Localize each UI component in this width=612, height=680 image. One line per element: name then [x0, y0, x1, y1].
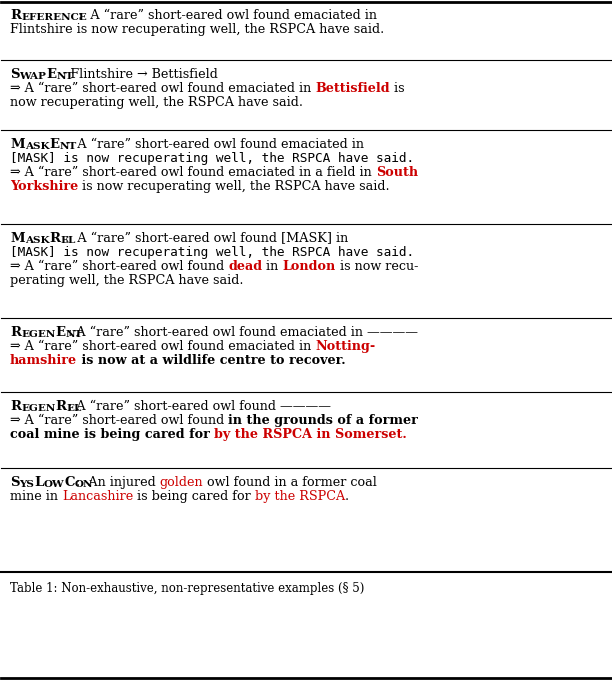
Text: NT: NT [65, 330, 83, 339]
Text: by the RSPCA: by the RSPCA [255, 490, 345, 503]
Text: Lancashire: Lancashire [62, 490, 133, 503]
Text: L: L [34, 476, 43, 489]
Text: S: S [10, 476, 20, 489]
Text: EL: EL [66, 404, 82, 413]
Text: Table 1: Non-exhaustive, non-representative examples (§ 5): Table 1: Non-exhaustive, non-representat… [10, 582, 364, 595]
Text: ⇒ A “rare” short-eared owl found emaciated in: ⇒ A “rare” short-eared owl found emaciat… [10, 82, 315, 95]
Text: :  A “rare” short-eared owl found [MASK] in: : A “rare” short-eared owl found [MASK] … [65, 232, 348, 245]
Text: golden: golden [160, 476, 203, 489]
Text: ⇒ A “rare” short-eared owl found: ⇒ A “rare” short-eared owl found [10, 260, 228, 273]
Text: ASK: ASK [24, 236, 49, 245]
Text: mine in: mine in [10, 490, 62, 503]
Text: [MASK] is now recuperating well, the RSPCA have said.: [MASK] is now recuperating well, the RSP… [10, 152, 414, 165]
Text: Notting-: Notting- [315, 340, 376, 353]
Text: is: is [390, 82, 405, 95]
Text: London: London [283, 260, 336, 273]
Text: : A “rare” short-eared owl found ————: : A “rare” short-eared owl found ———— [68, 400, 331, 413]
Text: EGEN: EGEN [21, 404, 55, 413]
Text: South: South [376, 166, 418, 179]
Text: coal mine is being cared for: coal mine is being cared for [10, 428, 214, 441]
Text: now recuperating well, the RSPCA have said.: now recuperating well, the RSPCA have sa… [10, 96, 303, 109]
Text: dead: dead [228, 260, 263, 273]
Text: ⇒ A “rare” short-eared owl found: ⇒ A “rare” short-eared owl found [10, 414, 228, 427]
Text: C: C [64, 476, 75, 489]
Text: is now recuperating well, the RSPCA have said.: is now recuperating well, the RSPCA have… [78, 180, 390, 193]
Text: ASK: ASK [24, 142, 49, 151]
Text: EFERENCE: EFERENCE [21, 13, 87, 22]
Text: owl found in a former coal: owl found in a former coal [203, 476, 377, 489]
Text: EL: EL [60, 236, 76, 245]
Text: in: in [263, 260, 283, 273]
Text: M: M [10, 232, 24, 245]
Text: EGEN: EGEN [21, 330, 55, 339]
Text: :  An injured: : An injured [76, 476, 160, 489]
Text: R: R [55, 400, 66, 413]
Text: .: . [345, 490, 349, 503]
Text: E: E [49, 138, 59, 151]
Text: ⇒ A “rare” short-eared owl found emaciated in: ⇒ A “rare” short-eared owl found emaciat… [10, 340, 315, 353]
Text: :  A “rare” short-eared owl found emaciated in: : A “rare” short-eared owl found emaciat… [78, 9, 377, 22]
Text: NT: NT [56, 72, 73, 81]
Text: is now at a wildlife centre to recover.: is now at a wildlife centre to recover. [77, 354, 346, 367]
Text: perating well, the RSPCA have said.: perating well, the RSPCA have said. [10, 274, 244, 287]
Text: OW: OW [43, 480, 64, 489]
Text: [MASK] is now recuperating well, the RSPCA have said.: [MASK] is now recuperating well, the RSP… [10, 246, 414, 259]
Text: M: M [10, 138, 24, 151]
Text: : A “rare” short-eared owl found emaciated in ————: : A “rare” short-eared owl found emaciat… [68, 326, 418, 339]
Text: : Flintshire → Bettisfield: : Flintshire → Bettisfield [62, 68, 218, 81]
Text: hamshire: hamshire [10, 354, 77, 367]
Text: R: R [49, 232, 60, 245]
Text: Yorkshire: Yorkshire [10, 180, 78, 193]
Text: is being cared for: is being cared for [133, 490, 255, 503]
Text: NT: NT [59, 142, 76, 151]
Text: ⇒ A “rare” short-eared owl found emaciated in a field in: ⇒ A “rare” short-eared owl found emaciat… [10, 166, 376, 179]
Text: Bettisfield: Bettisfield [315, 82, 390, 95]
Text: is now recu-: is now recu- [336, 260, 418, 273]
Text: in the grounds of a former: in the grounds of a former [228, 414, 418, 427]
Text: R: R [10, 9, 21, 22]
Text: WAP: WAP [20, 72, 47, 81]
Text: by the RSPCA in Somerset.: by the RSPCA in Somerset. [214, 428, 407, 441]
Text: R: R [10, 400, 21, 413]
Text: YS: YS [20, 480, 34, 489]
Text: E: E [55, 326, 65, 339]
Text: R: R [10, 326, 21, 339]
Text: E: E [47, 68, 56, 81]
Text: Flintshire is now recuperating well, the RSPCA have said.: Flintshire is now recuperating well, the… [10, 23, 384, 36]
Text: ON: ON [75, 480, 93, 489]
Text: :  A “rare” short-eared owl found emaciated in: : A “rare” short-eared owl found emaciat… [65, 138, 364, 151]
Text: S: S [10, 68, 20, 81]
